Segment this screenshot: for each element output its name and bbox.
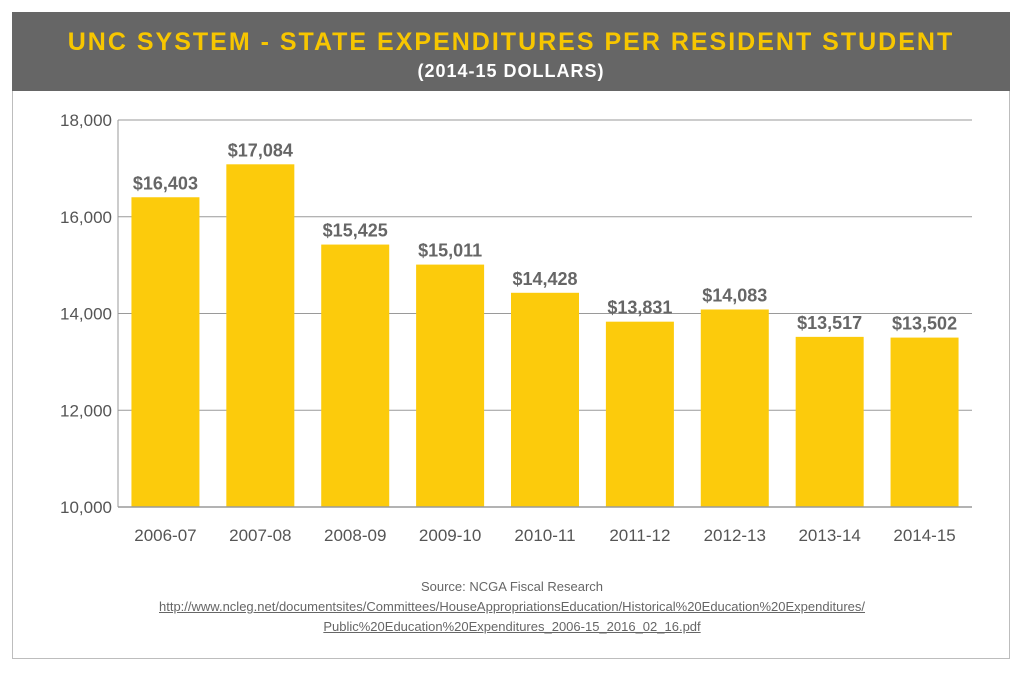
x-tick-label: 2012-13 — [704, 526, 766, 545]
source-label: Source: NCGA Fiscal Research — [420, 579, 604, 594]
data-label: $14,083 — [702, 285, 767, 305]
bar — [511, 292, 579, 507]
y-tick-label: 12,000 — [60, 401, 112, 420]
chart-title: UNC SYSTEM - STATE EXPENDITURES PER RESI… — [67, 28, 955, 56]
x-tick-label: 2014-15 — [893, 526, 955, 545]
data-label: $15,011 — [418, 241, 482, 261]
y-tick-label: 16,000 — [60, 208, 112, 227]
source-link-line2[interactable]: Public%20Education%20Expenditures_2006-1… — [323, 619, 701, 634]
y-tick-label: 10,000 — [60, 498, 112, 517]
data-label: $13,517 — [797, 313, 862, 333]
bar — [605, 321, 674, 507]
x-tick-label: 2009-10 — [419, 526, 481, 545]
data-label: $14,428 — [512, 269, 577, 289]
data-label: $16,403 — [133, 173, 198, 193]
source-link-line1[interactable]: http://www.ncleg.net/documentsites/Commi… — [159, 599, 865, 614]
x-tick-label: 2011-12 — [609, 526, 670, 545]
source-note: Source: NCGA Fiscal Research http://www.… — [0, 577, 1024, 637]
bar — [890, 337, 959, 507]
data-label: $13,502 — [892, 314, 957, 334]
x-tick-label: 2008-09 — [324, 526, 386, 545]
bar — [795, 336, 864, 507]
data-label: $17,084 — [228, 140, 293, 160]
data-label: $15,425 — [323, 221, 388, 241]
bar — [700, 309, 769, 507]
x-tick-label: 2010-11 — [514, 526, 575, 545]
x-tick-label: 2007-08 — [229, 526, 291, 545]
y-tick-label: 18,000 — [60, 111, 112, 130]
y-tick-label: 14,000 — [60, 305, 112, 324]
x-tick-label: 2013-14 — [798, 526, 860, 545]
data-label: $13,831 — [607, 298, 672, 318]
bar — [416, 264, 485, 507]
bar — [226, 164, 295, 507]
x-tick-label: 2006-07 — [134, 526, 196, 545]
chart-header: UNC SYSTEM - STATE EXPENDITURES PER RESI… — [12, 12, 1010, 91]
bar — [131, 197, 200, 507]
bar — [321, 244, 390, 508]
chart-subtitle: (2014-15 DOLLARS) — [417, 61, 605, 81]
